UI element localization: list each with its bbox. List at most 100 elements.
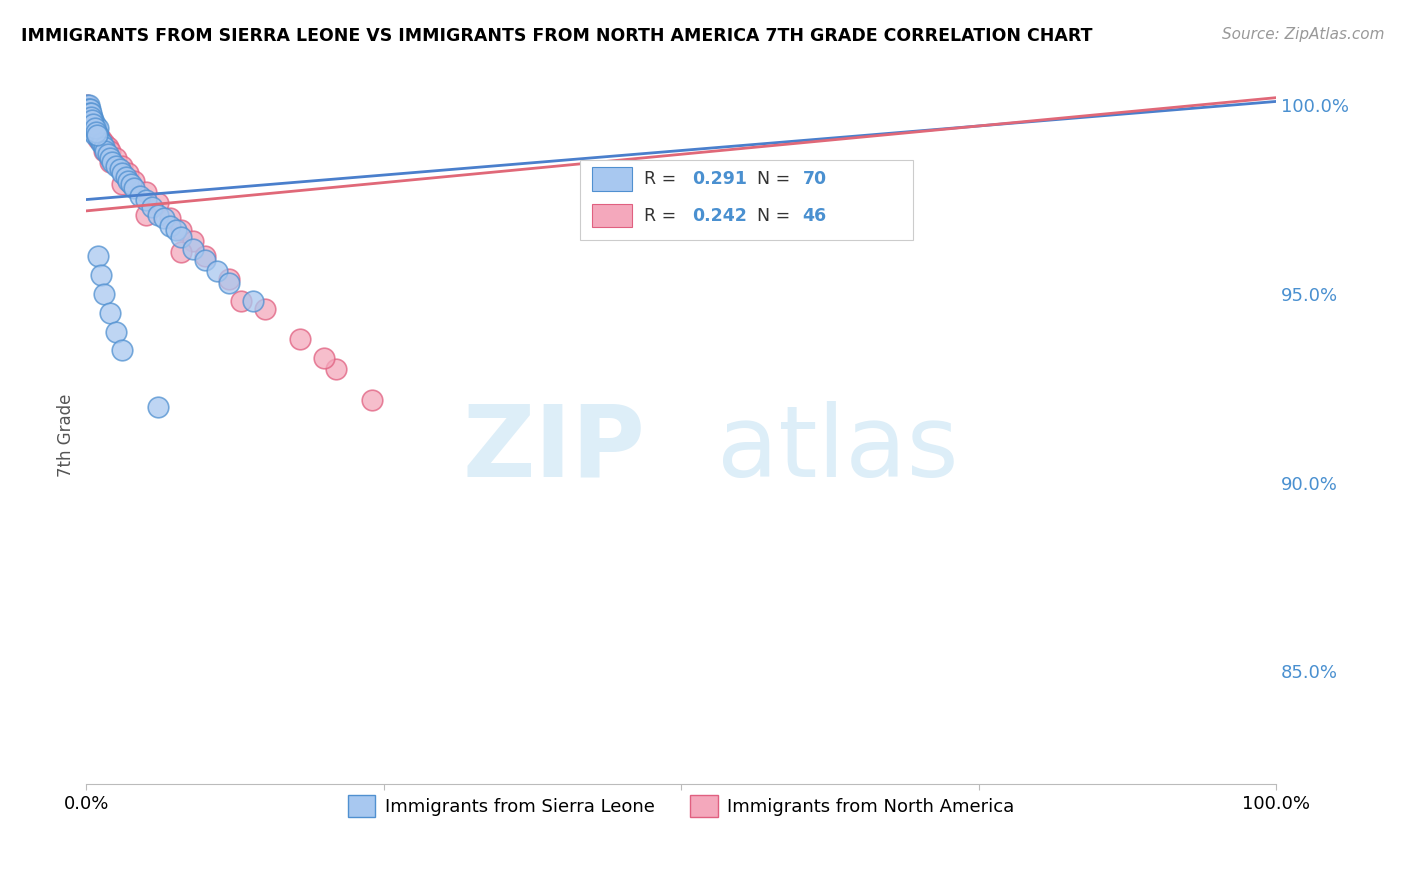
Point [111, 159, 134, 173]
Text: 0.291: 0.291 [692, 170, 747, 188]
Point [84, 125, 107, 139]
Point [76, 110, 98, 124]
Point [253, 301, 276, 316]
Point [83, 120, 105, 135]
Point [80, 110, 103, 124]
Point [135, 208, 157, 222]
Point [111, 178, 134, 192]
Point [79, 110, 101, 124]
Text: R =: R = [644, 170, 682, 188]
Point [87, 249, 110, 263]
Y-axis label: 7th Grade: 7th Grade [58, 393, 75, 477]
Point [117, 166, 139, 180]
Point [76, 102, 98, 116]
Point [77, 110, 100, 124]
Point [128, 188, 150, 202]
Point [165, 223, 187, 237]
Point [82, 110, 104, 124]
Point [360, 392, 382, 407]
Point [105, 151, 128, 165]
Point [98, 144, 121, 158]
Point [76, 105, 98, 120]
Point [170, 223, 193, 237]
Text: N =: N = [758, 207, 796, 225]
Point [76, 98, 98, 112]
Text: atlas: atlas [717, 401, 959, 498]
Point [80, 110, 103, 124]
Point [79, 105, 101, 120]
Point [82, 117, 104, 131]
Point [146, 400, 169, 414]
Point [79, 102, 101, 116]
Point [77, 113, 100, 128]
Point [152, 211, 174, 226]
Point [122, 174, 145, 188]
Point [82, 117, 104, 131]
Point [76, 102, 98, 116]
Point [135, 193, 157, 207]
Point [77, 102, 100, 116]
Point [146, 208, 169, 222]
Point [105, 159, 128, 173]
Point [87, 128, 110, 143]
Point [82, 113, 104, 128]
Point [98, 154, 121, 169]
Point [98, 151, 121, 165]
Point [229, 294, 252, 309]
Point [114, 169, 136, 184]
Point [87, 120, 110, 135]
Text: 70: 70 [803, 170, 827, 188]
Point [90, 136, 112, 150]
Point [290, 332, 312, 346]
Point [82, 113, 104, 128]
Point [83, 117, 105, 131]
Point [77, 110, 100, 124]
Point [183, 242, 205, 256]
Point [79, 113, 101, 128]
Point [183, 234, 205, 248]
Point [90, 268, 112, 282]
Point [82, 113, 104, 128]
Point [82, 125, 104, 139]
Point [83, 120, 105, 135]
FancyBboxPatch shape [581, 160, 912, 240]
Point [86, 128, 108, 143]
Point [159, 219, 181, 233]
Point [94, 144, 117, 158]
Point [77, 102, 100, 116]
Text: 46: 46 [803, 207, 827, 225]
Point [93, 286, 115, 301]
Point [83, 128, 105, 143]
Point [97, 147, 120, 161]
Point [82, 113, 104, 128]
Point [108, 162, 131, 177]
Point [101, 154, 124, 169]
Point [121, 178, 143, 192]
Point [194, 252, 217, 267]
Point [170, 245, 193, 260]
Point [77, 98, 100, 112]
Point [79, 105, 101, 120]
Point [80, 105, 103, 120]
Point [111, 166, 134, 180]
Text: Source: ZipAtlas.com: Source: ZipAtlas.com [1222, 27, 1385, 42]
Text: 0.242: 0.242 [692, 207, 747, 225]
Point [79, 113, 101, 128]
Point [242, 294, 264, 309]
Point [170, 230, 193, 244]
Text: N =: N = [758, 170, 796, 188]
Point [90, 136, 112, 150]
Point [79, 105, 101, 120]
Point [76, 105, 98, 120]
Point [105, 325, 128, 339]
Point [82, 120, 104, 135]
FancyBboxPatch shape [592, 203, 633, 227]
Point [218, 276, 240, 290]
Text: R =: R = [644, 207, 682, 225]
Point [80, 110, 103, 124]
Legend: Immigrants from Sierra Leone, Immigrants from North America: Immigrants from Sierra Leone, Immigrants… [342, 788, 1021, 824]
Point [97, 139, 120, 153]
Point [84, 125, 107, 139]
Point [87, 132, 110, 146]
Point [325, 362, 347, 376]
